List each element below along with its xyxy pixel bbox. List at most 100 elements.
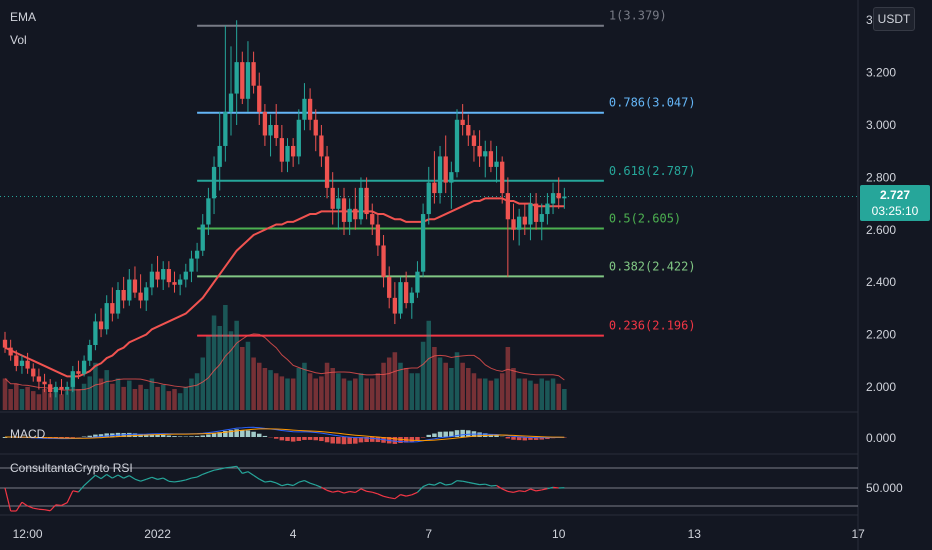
rsi-segment (106, 473, 113, 479)
candle (59, 379, 64, 395)
macd-histogram-bar (460, 429, 465, 437)
current-price-label: 2.727 (879, 188, 911, 202)
candle (19, 355, 25, 374)
macd-histogram-bar (104, 433, 109, 437)
candle (183, 263, 188, 288)
candle (307, 88, 313, 131)
candle-body (415, 271, 420, 293)
candle (110, 287, 115, 322)
candle (443, 135, 448, 194)
rsi-segment (394, 494, 401, 500)
macd-legend[interactable]: MACD (10, 427, 46, 441)
candle (121, 276, 126, 309)
volume-bar (211, 315, 217, 410)
volume-bar (172, 389, 177, 410)
candle-body (19, 360, 25, 366)
ema-legend[interactable]: EMA (10, 10, 37, 24)
volume-bar (533, 383, 539, 410)
candle (274, 104, 279, 146)
rsi-segment (411, 491, 418, 496)
macd-histogram-bar (177, 436, 183, 437)
volume-bar (81, 383, 87, 410)
rsi-segment (77, 485, 85, 493)
rsi-segment (417, 486, 424, 493)
rsi-segment (128, 475, 136, 480)
candle-body (533, 203, 539, 222)
candle-body (48, 384, 53, 393)
volume-bar (488, 380, 494, 410)
candle (528, 193, 533, 241)
candle-body (432, 182, 437, 194)
candle-body (511, 219, 516, 230)
volume-bar (296, 368, 302, 410)
rsi-segment (15, 501, 23, 512)
candle (505, 177, 510, 277)
volume-bar (149, 378, 155, 410)
price-tick-label: 2.200 (866, 328, 896, 342)
rsi-segment (541, 488, 548, 491)
candle (432, 151, 437, 204)
candle-body (251, 62, 256, 86)
candle (138, 274, 143, 309)
volume-bars (2, 305, 567, 410)
rsi-legend[interactable]: ConsultantaCrypto RSI (10, 461, 133, 475)
candle-body (398, 282, 403, 314)
candle-body (2, 339, 8, 348)
candle-body (460, 119, 465, 125)
macd-histogram-bar (234, 429, 239, 437)
candle (302, 83, 307, 131)
macd-histogram-bar (466, 430, 471, 437)
volume-bar (47, 393, 53, 410)
fibonacci-levels: 1(3.379) 0.786(3.047) 0.618(2.787) 0.5(2.60… (197, 9, 696, 337)
rsi-segment (275, 482, 283, 487)
candle (8, 339, 13, 361)
candle-body (556, 193, 561, 199)
volume-bar (189, 378, 194, 410)
rsi-segment (519, 490, 525, 493)
vol-legend[interactable]: Vol (10, 33, 27, 47)
rsi-segment (428, 483, 435, 486)
time-tick-label: 2022 (144, 527, 171, 541)
macd-histogram-bar (426, 434, 432, 437)
rsi-segment (377, 493, 384, 497)
rsi-segment (281, 483, 288, 487)
candle (381, 235, 386, 288)
price-tick-label: 3.000 (866, 118, 896, 132)
candle-body (178, 279, 183, 285)
volume-bar (64, 391, 70, 410)
candle-body (257, 85, 262, 112)
candle-body (341, 198, 347, 222)
volume-bar (256, 362, 262, 410)
candle-body (59, 386, 64, 390)
volume-bar (262, 368, 268, 410)
rsi-segment (451, 480, 458, 485)
volume-bar (499, 373, 505, 410)
price-tick-label: 3.200 (866, 66, 896, 80)
rsi-segment (134, 478, 141, 482)
volume-bar (98, 378, 104, 410)
macd-histogram-bar (375, 437, 381, 443)
candle (285, 138, 290, 173)
candle-body (409, 292, 414, 304)
candle-body (240, 62, 245, 99)
candle-body (98, 321, 104, 330)
macd-histogram-bar (454, 430, 460, 437)
candle-body (313, 119, 318, 136)
candle (562, 187, 567, 209)
volume-bar (330, 368, 335, 410)
rsi-segment (372, 491, 379, 495)
volume-bar (30, 391, 36, 410)
candle-body (268, 125, 273, 136)
volume-bar (471, 373, 477, 410)
rsi-segment (445, 483, 452, 486)
candle (166, 261, 171, 288)
candle (200, 214, 205, 256)
volume-bar (127, 380, 132, 410)
currency-button[interactable]: USDT (873, 7, 915, 31)
candle-body (279, 138, 284, 162)
rsi-pane (0, 465, 858, 512)
volume-bar (217, 326, 222, 410)
candle-body (234, 62, 239, 94)
